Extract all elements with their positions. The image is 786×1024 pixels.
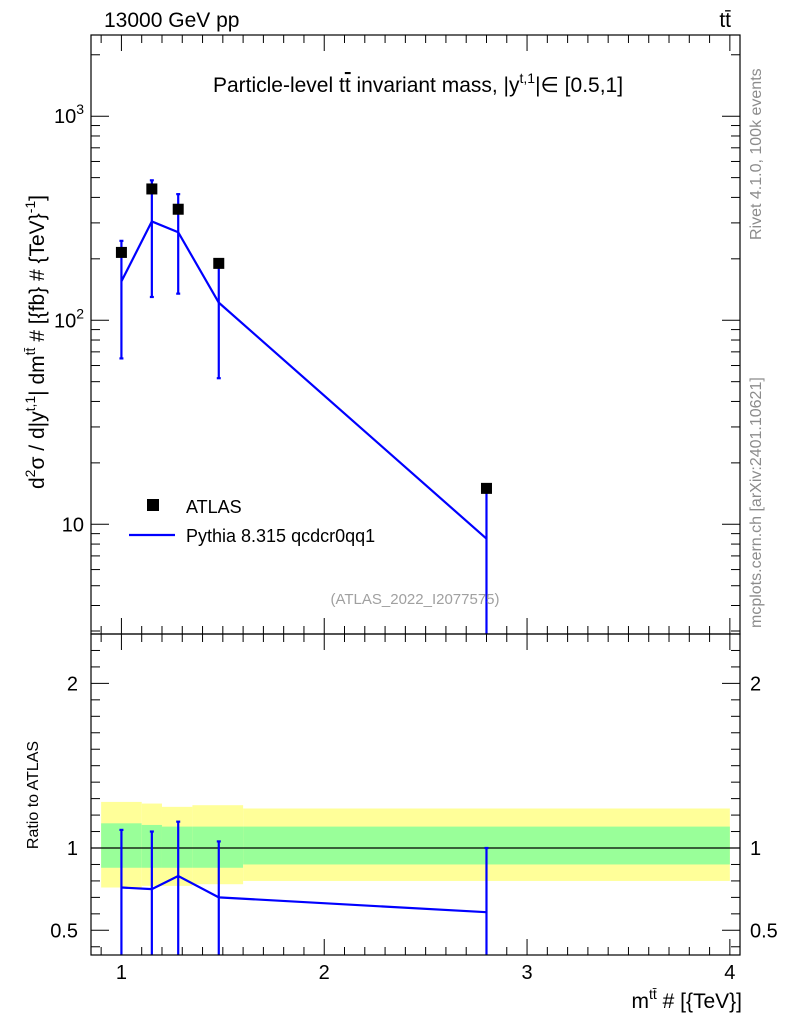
header-right: tt̄: [719, 9, 731, 32]
title-tbar: t: [345, 74, 351, 97]
title-sup: t,1: [520, 70, 536, 86]
ratio-frame: [90, 633, 741, 956]
x-tick-label: 2: [319, 962, 330, 984]
mcplots-label: mcplots.cern.ch [arXiv:2401.10621]: [748, 377, 765, 628]
x-tick-labels: 1 2 3 4: [116, 962, 736, 984]
ratio-bands: [91, 801, 740, 888]
y-tick-label: 10: [62, 514, 84, 536]
x-axis-label: mtt̄ # [{TeV}]: [631, 986, 742, 1013]
atlas-data-point: [115, 246, 127, 258]
atlas-data-point: [213, 257, 225, 269]
x-tick-label: 3: [521, 962, 532, 984]
header-left: 13000 GeV pp: [104, 9, 239, 32]
main-y-axis-label: d2σ / d|yt,1| dmtt̄ # [{fb} # {TeV}-1]: [22, 195, 49, 489]
ratio-tick-label-right: 2: [750, 673, 761, 695]
mc-series-ratio: [119, 820, 489, 955]
ratio-y-axis-label: Ratio to ATLAS: [25, 741, 42, 849]
legend-atlas-label: ATLAS: [186, 497, 242, 517]
ratio-axis-ticks: [91, 634, 740, 955]
ratio-y-tick-labels: 0.5 0.5 1 1 2 2: [50, 673, 778, 942]
mc-line: [120, 220, 488, 540]
title-end: |∈ [0.5,1]: [535, 74, 623, 97]
analysis-watermark: (ATLAS_2022_I2077575): [330, 591, 499, 608]
data-series-main: [115, 183, 492, 494]
ratio-tick-label-left: 0.5: [50, 920, 78, 942]
ratio-tick-label-right: 0.5: [750, 920, 778, 942]
y-tick-label: 103: [54, 101, 84, 128]
ratio-tick-label-right: 1: [750, 838, 761, 860]
title-main: Particle-level t: [213, 74, 345, 97]
legend-mc-label: Pythia 8.315 qcdcr0qq1: [186, 526, 375, 546]
title-mid: invariant mass, |y: [351, 74, 520, 97]
chart-title: Particle-level tt invariant mass, |yt,1|…: [213, 70, 623, 97]
ratio-tick-label-left: 2: [67, 673, 78, 695]
legend-atlas-marker: [147, 499, 159, 511]
mc-series-main: [119, 179, 489, 634]
main-y-tick-labels: 10 102 103: [54, 101, 84, 536]
rivet-label: Rivet 4.1.0, 100k events: [748, 68, 765, 240]
atlas-data-point: [480, 482, 492, 494]
ratio-tick-label-left: 1: [67, 838, 78, 860]
y-tick-label: 102: [54, 305, 84, 332]
atlas-data-point: [172, 203, 184, 215]
atlas-data-point: [146, 183, 158, 195]
x-tick-label: 1: [116, 962, 127, 984]
x-tick-label: 4: [724, 962, 735, 984]
